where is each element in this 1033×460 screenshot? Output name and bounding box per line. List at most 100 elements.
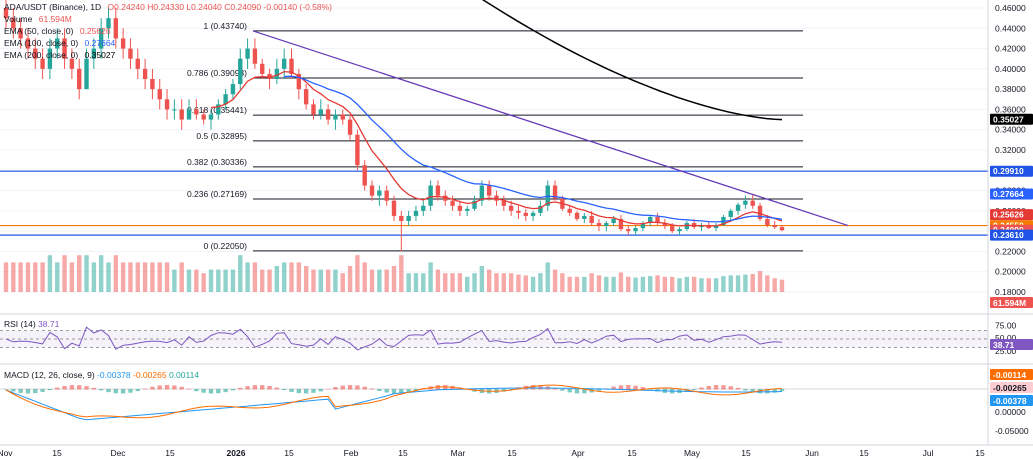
rsi-label[interactable]: RSI (14) [4,319,36,329]
trend-line[interactable] [252,30,849,227]
candle-body [179,109,184,120]
macd-histogram-bar [640,387,646,390]
volume-bar [560,273,565,292]
volume-bar [743,274,748,292]
volume-bar [486,269,492,292]
candle-body [684,223,690,230]
candle-body [347,119,353,135]
candle-body [574,212,580,219]
macd-v3: 0.00114 [168,370,200,380]
macd-histogram-bar [135,389,140,392]
macd-v1: -0.00378 [97,370,131,380]
candle-body [406,215,411,221]
volume-bar [260,269,265,292]
volume-bar [669,276,675,292]
macd-tag [990,395,1033,406]
macd-histogram-bar [223,389,228,393]
volume-bar [640,276,646,292]
volume-bar [691,276,697,292]
candle-body [648,216,653,224]
volume-bar [77,255,82,292]
candle-body [69,58,75,69]
price-axis[interactable]: 0.46000 0.44000 0.42000 0.40000 0.38000 0.360… [987,0,1033,445]
candle-body [216,104,221,115]
macd-pane: 0.00000-0.05000-0.00114-0.00265-0.00378 [0,369,1033,436]
volume-bar [567,276,572,292]
ema200-label[interactable]: EMA (200, close, 0) [4,50,79,60]
time-tick-label: 15 [975,448,985,458]
candle-body [340,114,345,120]
candle-body [11,18,16,29]
ema50-label[interactable]: EMA (50, close, 0) [4,26,74,36]
volume-bar [494,273,499,292]
candle-body [377,190,382,196]
rsi-axis-label: 75.00 [995,321,1017,331]
volume-bar [362,262,367,292]
rsi-line [5,326,783,351]
macd-histogram-bar [289,389,294,392]
volume-bar [472,273,477,292]
time-tick-label: 15 [859,448,869,458]
ema100-label[interactable]: EMA (100, close, 0) [4,38,79,48]
volume-bar [516,274,521,292]
time-axis[interactable]: Nov 15 Dec 15 2026 15 Feb 15 Mar 15 Apr 15 May 15 Jun 1… [0,444,1033,458]
signal-line [5,384,783,419]
volume-bar [106,262,111,292]
price-tick-label: 0.42000 [995,44,1026,54]
time-tick-label: 15 [741,448,751,458]
volume-bar [311,269,316,292]
symbol-line[interactable]: ADA/USDT (Binance), 1D [4,2,102,12]
time-tick-label: 15 [52,448,62,458]
macd-v2: -0.00265 [133,370,167,380]
candle-body [289,58,294,74]
volume-bar [3,262,9,292]
volume-bar [530,276,536,292]
candle-body [743,200,748,205]
fib-label: 1 (0.43740) [204,21,248,31]
macd-histogram-bar [106,389,111,393]
ohlc-values: O0.24240 H0.24330 L0.24040 C0.24090 -0.0… [107,2,333,12]
price-tag-label: 0.23610 [993,230,1024,240]
macd-histogram-bar [172,385,177,390]
volume-bar [120,262,126,292]
macd-histogram-bar [706,385,711,390]
ema100-value: 0.27664 [84,38,116,48]
time-tick-label: 15 [165,448,175,458]
rsi-axis-label: 50.00 [995,333,1017,343]
volume-bar [91,262,97,292]
macd-histogram-bar [530,385,536,390]
volume-bar [18,262,23,292]
volume-bar [750,273,755,292]
volume-bar [611,276,616,292]
candle-body [113,18,119,39]
volume-tag [990,297,1033,308]
candle-body [486,185,492,196]
macd-histogram-bar [384,389,389,393]
time-tick-label: 15 [507,448,517,458]
candle-body [135,58,140,69]
candle-body [501,200,507,206]
candle-body [194,109,199,115]
candle-body [128,48,133,59]
candle-body [626,229,631,232]
macd-histogram-bar [377,389,382,391]
candle-body [728,210,733,217]
volume-bar [318,269,323,292]
rsi-axis-label: 25.00 [995,346,1017,356]
volume-bar [626,276,631,292]
volume-bar [128,262,133,292]
candle-body [362,165,367,186]
candle-body [164,99,170,110]
volume-bar [11,262,16,292]
macd-label[interactable]: MACD (12, 26, close, 9) [4,370,95,380]
volume-bar [238,255,243,292]
volume-bar [84,255,89,292]
price-tick-label: 0.44000 [995,23,1026,33]
volume-bar [369,269,375,292]
macd-histogram-bar [186,388,192,390]
volume-label[interactable]: Volume [4,14,33,24]
macd-histogram-bar [750,389,755,393]
volume-bar [443,273,448,292]
